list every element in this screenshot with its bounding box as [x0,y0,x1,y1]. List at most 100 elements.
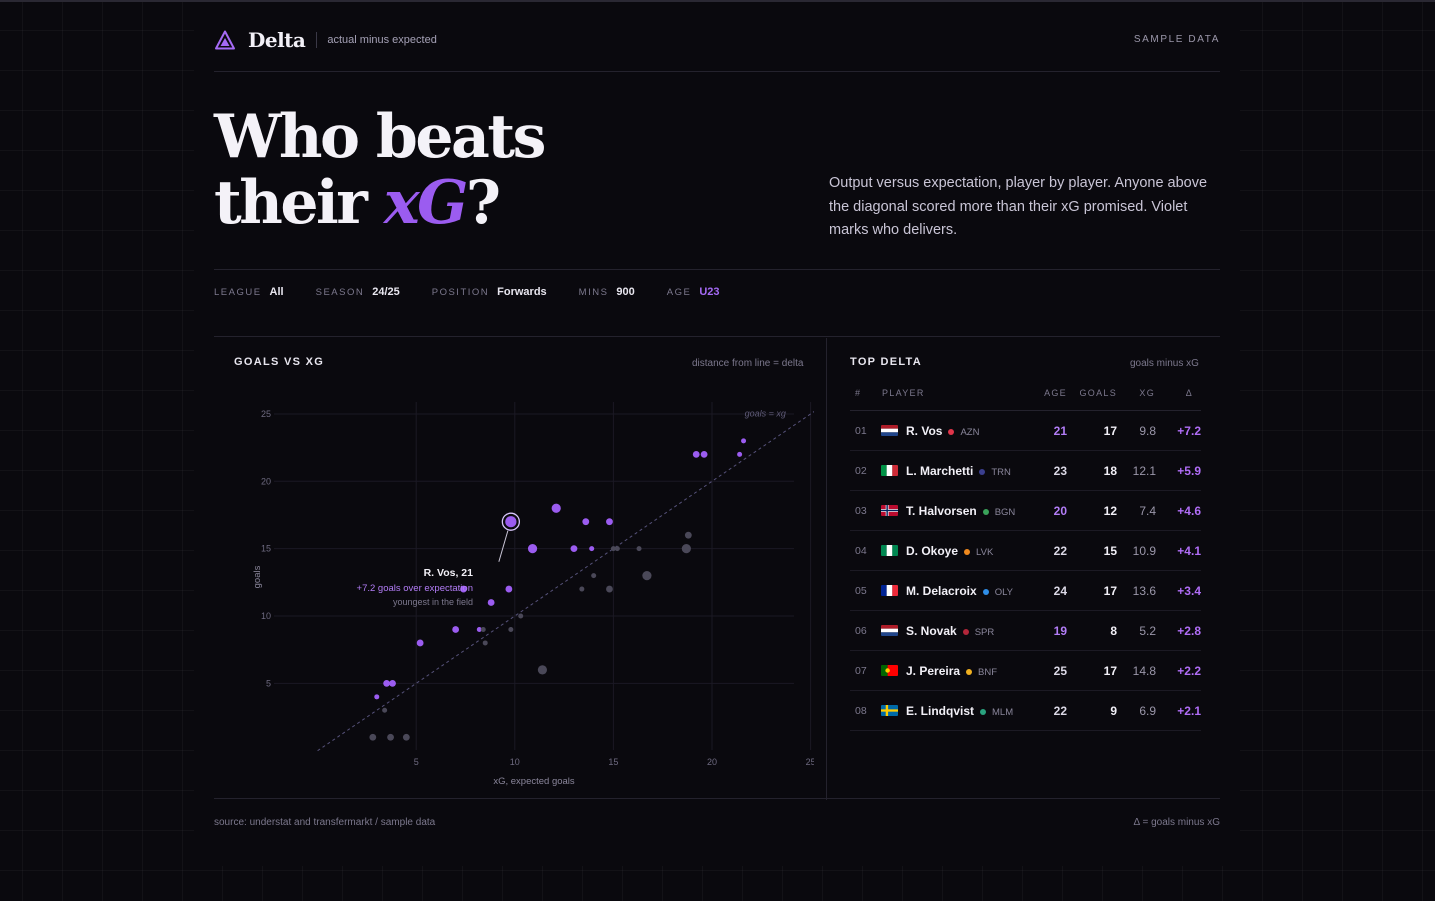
data-point [737,451,743,457]
data-point [387,733,394,741]
player-age: 20 [1053,504,1067,518]
row-rank: 03 [855,505,867,517]
player-xg: 6.9 [1139,704,1156,718]
player-delta: +2.8 [1177,624,1201,638]
data-point [610,546,616,552]
table-header: # PLAYER AGE GOALS XG Δ [850,378,1201,411]
player-cell: R. Vos AZN [906,424,979,438]
highlight-ring [501,512,521,531]
row-rank: 04 [855,545,867,557]
player-goals: 15 [1103,544,1117,558]
table-row[interactable]: 05 M. Delacroix OLY 24 17 13.6 +3.4 [850,571,1201,611]
page: Delta actual minus expected SAMPLE DATA … [194,2,1240,866]
player-name: L. Marchetti [906,464,974,478]
player-age: 24 [1053,584,1067,598]
team-code: BGN [994,506,1016,518]
player-cell: J. Pereira BNF [906,664,997,678]
brand-separator [316,32,318,48]
delta-legend-note: Δ = goals minus xG [1133,817,1220,828]
window-top-border [0,0,1435,2]
brand-tagline: actual minus expected [327,34,437,46]
chart-title: GOALS VS XG [234,356,325,368]
player-age: 22 [1053,544,1067,558]
filter-bar: LEAGUE All SEASON 24/25 POSITION Forwards MINS… [214,286,752,298]
x-tick-label: 20 [707,757,717,767]
player-age: 25 [1053,664,1067,678]
table-row[interactable]: 02 L. Marchetti TRN 23 18 12.1 +5.9 [850,451,1201,491]
table-row[interactable]: 08 E. Lindqvist MLM 22 9 6.9 +2.1 [850,691,1201,731]
player-goals: 8 [1110,624,1117,638]
table-row[interactable]: 01 R. Vos AZN 21 17 9.8 +7.2 [850,411,1201,451]
title-line-2-post: ? [465,168,501,238]
team-tag: OLY [982,587,1013,598]
filter-divider [214,336,1220,337]
player-name: D. Okoye [906,544,959,558]
filter-mins[interactable]: MINS 900 [579,286,635,298]
data-point [527,544,538,554]
y-axis-label: goals [252,565,263,588]
x-tick-label: 15 [608,757,618,767]
header-age: AGE [1044,388,1067,398]
team-tag: LVK [964,547,993,558]
table-row[interactable]: 03 T. Halvorsen BGN 20 12 7.4 +4.6 [850,491,1201,531]
flag-nl-icon [881,425,898,436]
filter-age[interactable]: AGE U23 [667,286,720,298]
y-tick-label: 10 [261,611,271,621]
data-point [684,531,692,539]
y-tick-label: 25 [261,409,271,419]
data-point [482,640,488,646]
goals-vs-xg-chart: 5 10 15 20 25 5 10 15 20 25 xG, expected goals goal… [252,402,814,787]
player-xg: 12.1 [1132,464,1156,478]
header-rank: # [855,388,862,398]
player-name: M. Delacroix [906,584,977,598]
team-color-dot [980,709,987,715]
data-point [487,599,495,606]
annotation-title: R. Vos, 21 [424,567,474,579]
flag-fr-icon [881,585,898,596]
player-cell: S. Novak SPR [906,624,994,638]
filter-label: LEAGUE [214,287,262,298]
filter-label: POSITION [431,287,490,298]
table-row[interactable]: 07 J. Pereira BNF 25 17 14.8 +2.2 [850,651,1201,691]
filter-league[interactable]: LEAGUE All [214,286,284,298]
player-goals: 9 [1110,704,1117,718]
team-code: AZN [960,426,980,438]
flag-pt-icon [881,665,898,676]
flag-se-icon [881,705,898,716]
filter-position[interactable]: POSITION Forwards [432,286,547,298]
table-row[interactable]: 06 S. Novak SPR 19 8 5.2 +2.8 [850,611,1201,651]
sample-data-badge: SAMPLE DATA [1133,34,1220,45]
data-point [452,626,460,633]
table-row[interactable]: 04 D. Okoye LVK 22 15 10.9 +4.1 [850,531,1201,571]
data-point [389,679,396,687]
brand-name: Delta [248,28,306,52]
data-point [606,585,613,593]
data-point [614,546,620,552]
y-tick-label: 15 [261,544,271,554]
filter-value[interactable]: U23 [699,286,720,298]
row-rank: 02 [855,465,867,477]
filter-season[interactable]: SEASON 24/25 [316,286,400,298]
team-code: TRN [991,466,1011,478]
data-point [582,518,590,526]
player-name: R. Vos [906,424,943,438]
row-rank: 06 [855,625,867,637]
data-point [700,450,708,458]
team-color-dot [982,589,989,595]
filter-value[interactable]: All [269,286,284,298]
filter-value[interactable]: 24/25 [372,286,400,298]
player-goals: 12 [1103,504,1117,518]
x-tick-label: 5 [414,757,419,767]
x-tick-label: 10 [510,757,520,767]
filter-value[interactable]: Forwards [497,286,547,298]
annotation-delta: +7.2 goals over expectation [357,583,473,594]
top-delta-table: # PLAYER AGE GOALS XG Δ 01 R. Vos AZN 21 17 9… [850,378,1201,731]
title-accent: xG [383,168,469,238]
filter-value[interactable]: 900 [616,286,635,298]
header-xg: XG [1139,388,1155,398]
team-color-dot [979,469,986,475]
title-line-1: Who beats [214,102,546,172]
team-tag: MLM [980,707,1013,718]
filter-label: MINS [578,287,609,298]
player-delta: +4.6 [1177,504,1201,518]
